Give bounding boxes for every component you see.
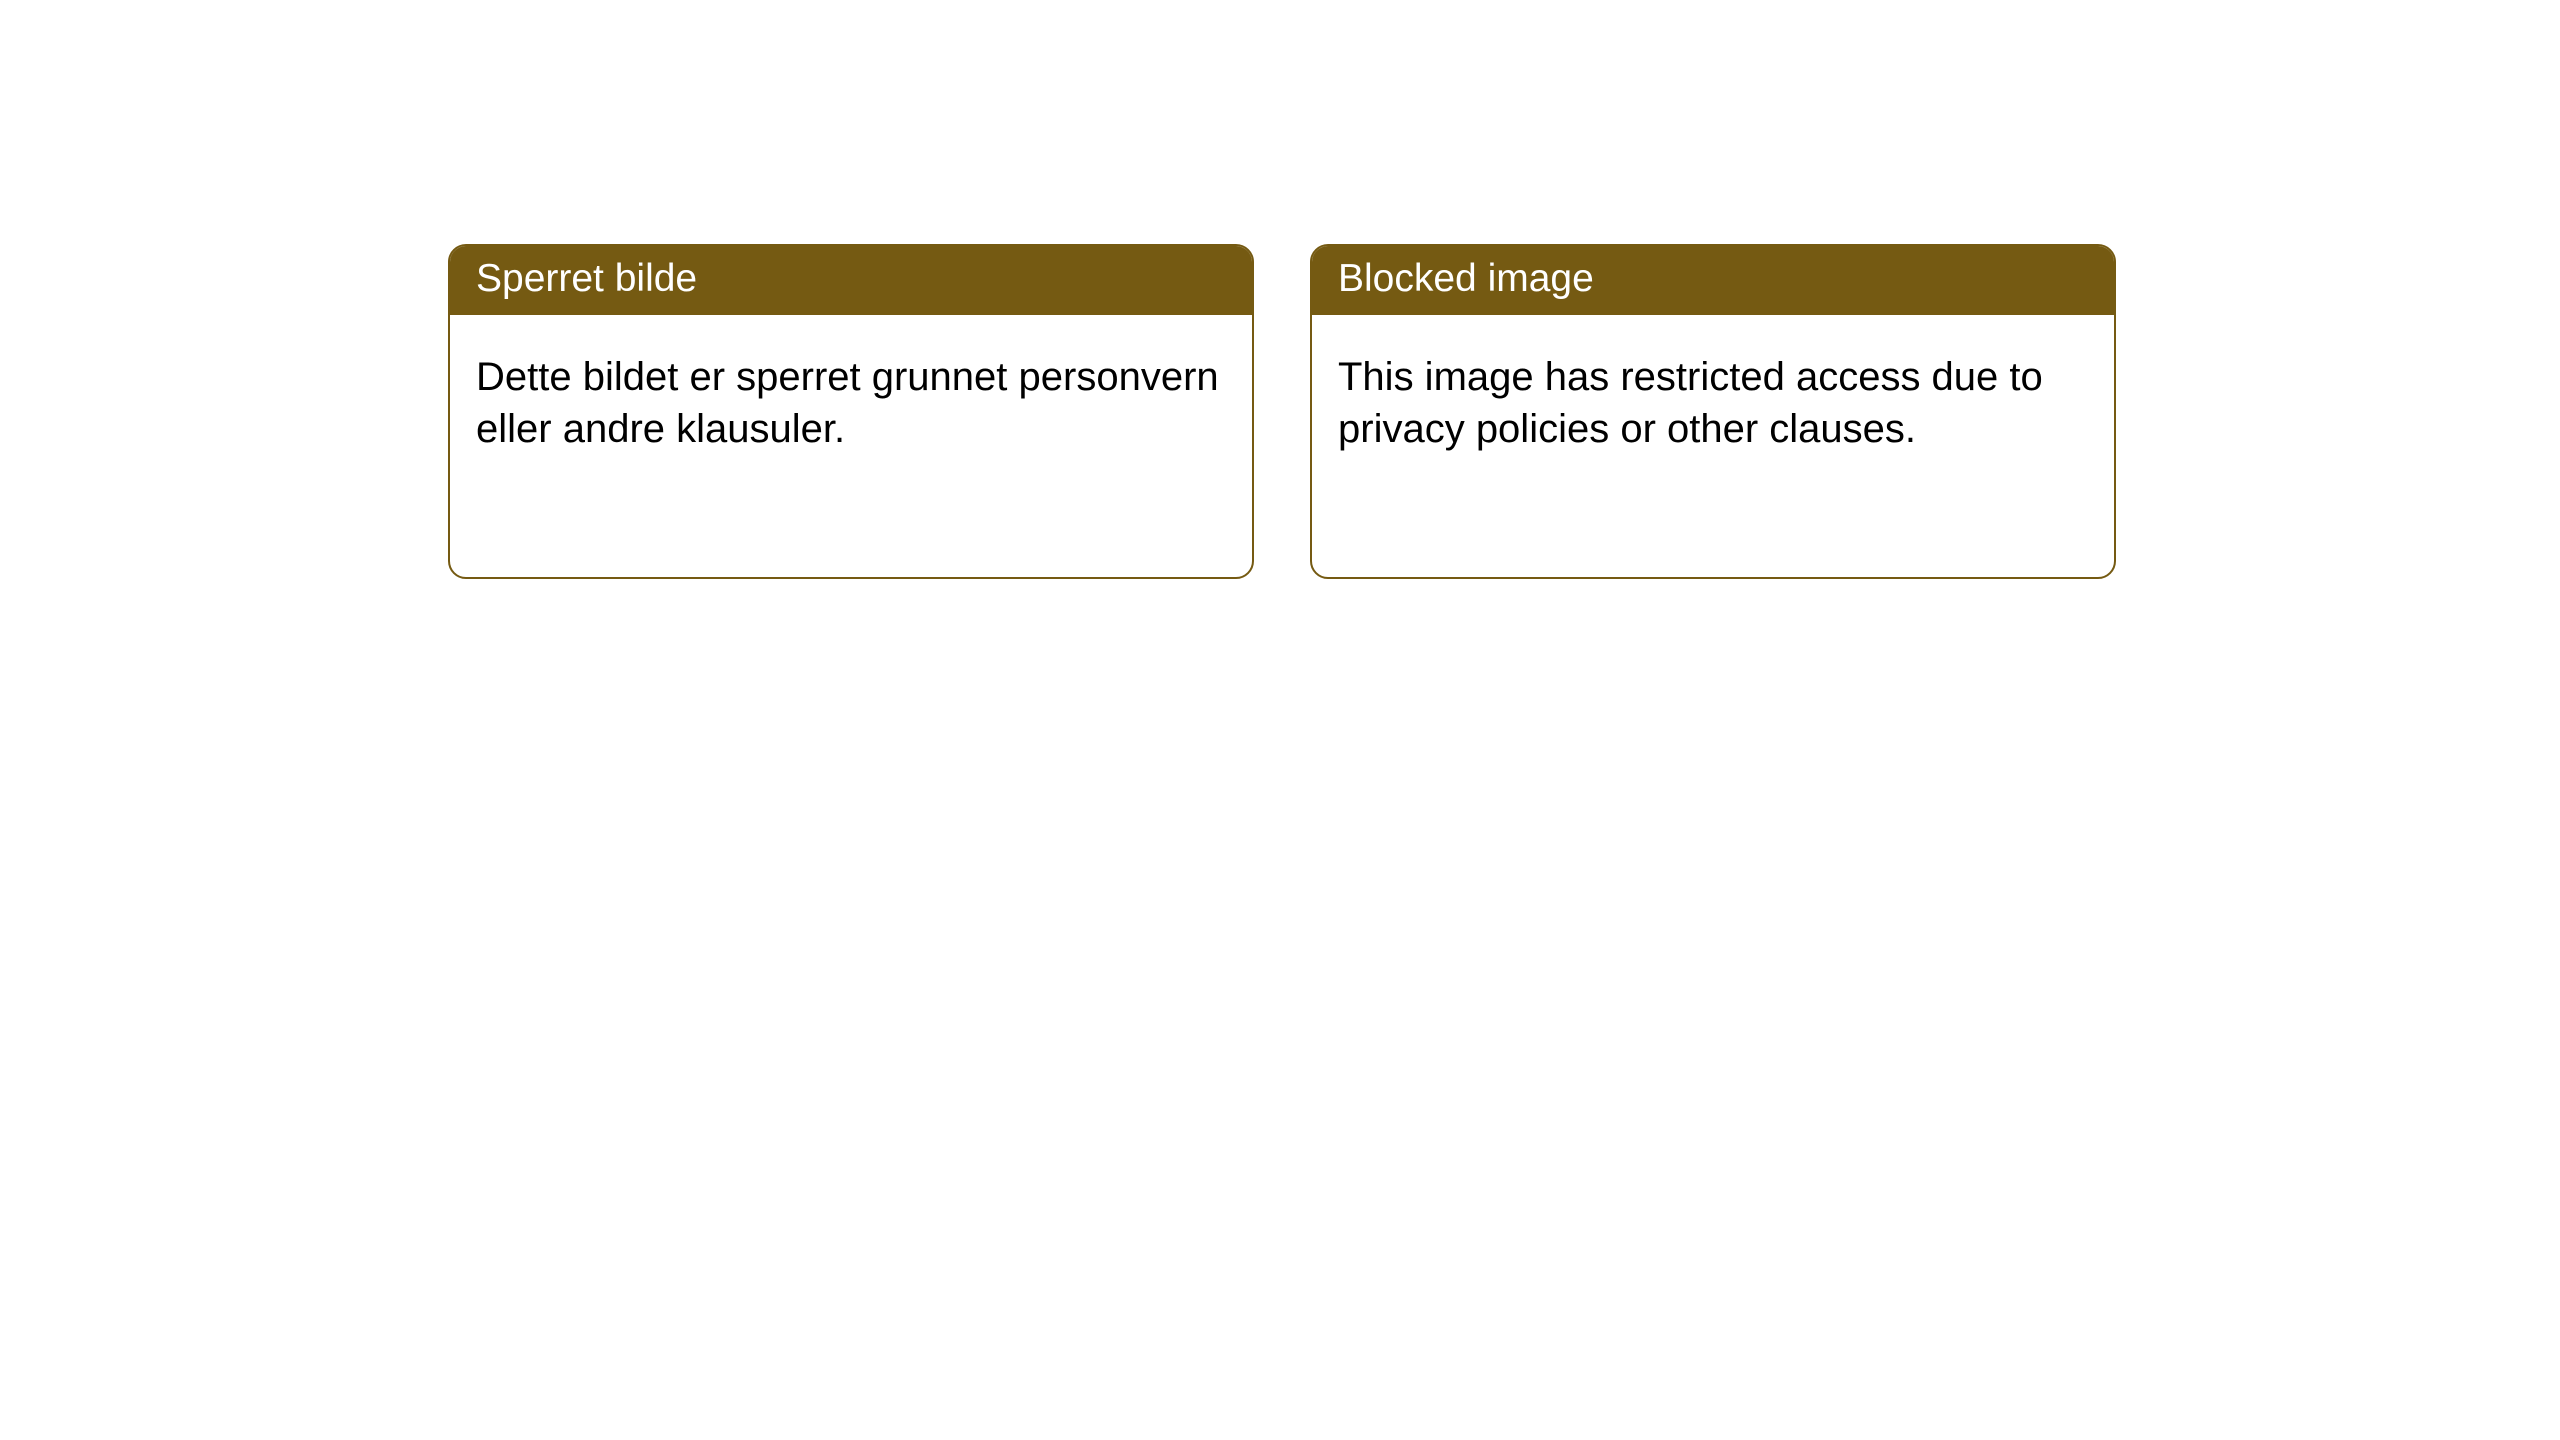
card-body-text: This image has restricted access due to …: [1338, 355, 2043, 451]
card-header: Blocked image: [1312, 246, 2114, 315]
card-title: Blocked image: [1338, 257, 1594, 300]
card-body-text: Dette bildet er sperret grunnet personve…: [476, 355, 1219, 451]
notice-card-english: Blocked image This image has restricted …: [1310, 244, 2116, 579]
card-header: Sperret bilde: [450, 246, 1252, 315]
card-body: Dette bildet er sperret grunnet personve…: [450, 315, 1252, 481]
notice-card-norwegian: Sperret bilde Dette bildet er sperret gr…: [448, 244, 1254, 579]
notice-container: Sperret bilde Dette bildet er sperret gr…: [0, 0, 2560, 579]
card-title: Sperret bilde: [476, 257, 697, 300]
card-body: This image has restricted access due to …: [1312, 315, 2114, 481]
